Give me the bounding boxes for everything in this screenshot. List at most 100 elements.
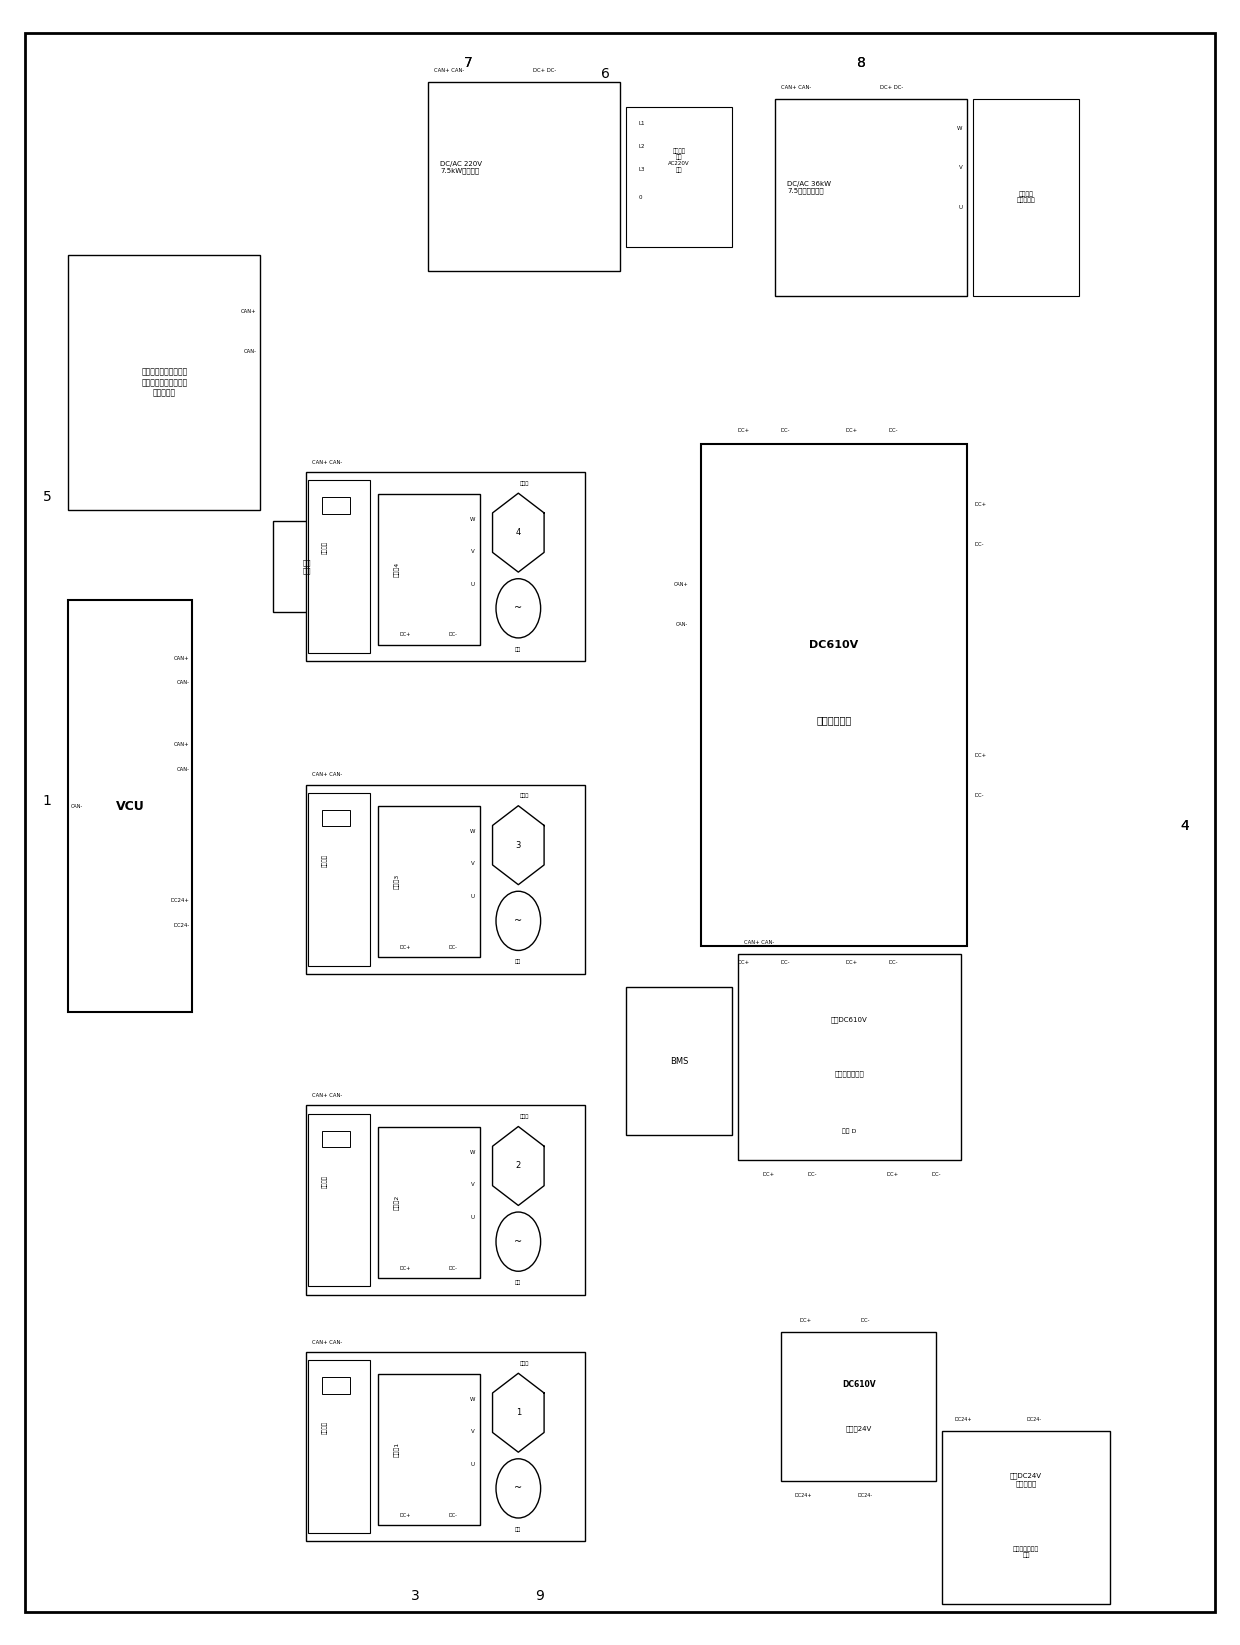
Text: W: W [470, 1150, 475, 1155]
Text: DC+: DC+ [399, 1512, 412, 1518]
Text: 驱动器2: 驱动器2 [394, 1194, 399, 1211]
Bar [701, 444, 967, 946]
Text: 0: 0 [639, 196, 642, 201]
Text: DC+ DC-: DC+ DC- [880, 84, 904, 90]
Bar [308, 480, 370, 653]
Text: 发电机: 发电机 [520, 1114, 529, 1119]
Text: ~: ~ [515, 916, 522, 926]
Text: 操控台（测试、诊断、
故障抑制，电气参数、
温度显示）: 操控台（测试、诊断、 故障抑制，电气参数、 温度显示） [141, 367, 187, 398]
Text: ~: ~ [515, 1237, 522, 1247]
Text: DC+: DC+ [975, 502, 987, 507]
Text: 3: 3 [516, 841, 521, 850]
Text: 预充电压: 预充电压 [322, 854, 327, 867]
Bar [781, 1332, 936, 1480]
Text: 预充电压: 预充电压 [322, 541, 327, 554]
Text: CAN+ CAN-: CAN+ CAN- [312, 459, 342, 466]
Text: DC+ DC-: DC+ DC- [533, 67, 557, 74]
Text: 电池DC610V: 电池DC610V [831, 1017, 868, 1023]
Text: 8: 8 [857, 56, 867, 69]
Bar [775, 99, 967, 296]
Text: CAN+ CAN-: CAN+ CAN- [312, 1092, 342, 1099]
Text: 8: 8 [857, 56, 867, 69]
Text: U: U [471, 1462, 475, 1467]
Text: DC-: DC- [780, 959, 790, 966]
Bar [306, 785, 585, 974]
Text: L1: L1 [639, 122, 645, 127]
Text: DC+: DC+ [846, 428, 858, 434]
Text: DC24+: DC24+ [955, 1416, 972, 1423]
Text: DC-: DC- [888, 428, 898, 434]
Bar [306, 472, 585, 661]
Text: DC24-: DC24- [858, 1492, 873, 1499]
Text: 充天DC24V
电池充电器: 充天DC24V 电池充电器 [1011, 1472, 1042, 1487]
Text: U: U [471, 895, 475, 900]
Text: CAN+ CAN-: CAN+ CAN- [312, 772, 342, 778]
Text: W: W [957, 125, 962, 132]
Text: CAN-: CAN- [71, 803, 83, 809]
Text: DC-: DC- [931, 1171, 941, 1178]
Text: 发电机: 发电机 [520, 1360, 529, 1365]
Text: DC610V: DC610V [842, 1380, 875, 1388]
Text: DC+: DC+ [399, 632, 412, 638]
Text: 预充电压: 预充电压 [322, 1421, 327, 1434]
Text: 5: 5 [42, 490, 52, 503]
Text: 车辆照明
通用
AC220V
有效: 车辆照明 通用 AC220V 有效 [668, 148, 689, 173]
Bar [322, 809, 350, 826]
Bar [428, 82, 620, 271]
Text: CAN-: CAN- [676, 622, 688, 627]
Text: 灯光、信号器、
风机: 灯光、信号器、 风机 [1013, 1546, 1039, 1558]
Text: 9: 9 [534, 1589, 544, 1602]
Text: DC+: DC+ [800, 1318, 812, 1324]
Text: DC+: DC+ [738, 959, 750, 966]
Text: DC-: DC- [807, 1171, 817, 1178]
Text: V: V [959, 164, 962, 171]
Text: 3: 3 [410, 1589, 420, 1602]
Text: U: U [471, 582, 475, 587]
Bar [378, 1374, 480, 1525]
Text: DC+: DC+ [399, 1265, 412, 1272]
Text: 4: 4 [516, 528, 521, 538]
Bar [626, 107, 732, 247]
Text: V: V [471, 1181, 475, 1186]
Text: DC+: DC+ [887, 1171, 899, 1178]
Text: DC24+: DC24+ [795, 1492, 812, 1499]
Bar [68, 255, 260, 510]
Text: CAN+: CAN+ [673, 582, 688, 587]
Text: CAN+ CAN-: CAN+ CAN- [744, 939, 774, 946]
Text: BMS: BMS [670, 1056, 688, 1066]
Text: CAN+: CAN+ [241, 309, 257, 314]
Text: DC24-: DC24- [174, 923, 190, 928]
Text: 驱动器4: 驱动器4 [394, 561, 399, 577]
Text: 4: 4 [1179, 819, 1189, 832]
Text: DC-: DC- [975, 541, 985, 548]
Text: DC/AC 220V
7.5kW变频电源: DC/AC 220V 7.5kW变频电源 [440, 161, 482, 174]
Text: W: W [470, 517, 475, 521]
Bar [306, 1105, 585, 1295]
Text: 充电机充电单元: 充电机充电单元 [835, 1069, 864, 1077]
Text: CAN+: CAN+ [174, 742, 190, 747]
Text: DC-: DC- [975, 793, 985, 798]
Text: 制动: 制动 [515, 959, 522, 964]
Text: L2: L2 [639, 143, 645, 148]
Text: ~: ~ [515, 604, 522, 614]
Text: DC/AC 36kW
7.5颗电机变频器: DC/AC 36kW 7.5颗电机变频器 [787, 181, 831, 194]
Text: U: U [959, 204, 962, 211]
Bar [378, 494, 480, 645]
Text: 驱动器3: 驱动器3 [394, 873, 399, 890]
Bar [308, 1360, 370, 1533]
Text: 电池组24V: 电池组24V [846, 1425, 872, 1433]
Text: CAN+ CAN-: CAN+ CAN- [312, 1339, 342, 1346]
Text: DC+: DC+ [975, 753, 987, 758]
Bar [308, 1114, 370, 1286]
Bar [273, 521, 341, 612]
Text: 发电机: 发电机 [520, 480, 529, 485]
Bar [306, 1352, 585, 1541]
Text: 充电 D: 充电 D [842, 1128, 857, 1133]
Text: CAN+ CAN-: CAN+ CAN- [434, 67, 464, 74]
Text: DC-: DC- [448, 1265, 458, 1272]
Text: DC-: DC- [448, 1512, 458, 1518]
Text: DC24+: DC24+ [171, 898, 190, 903]
Text: DC-: DC- [861, 1318, 870, 1324]
Text: V: V [471, 548, 475, 553]
Text: DC+: DC+ [738, 428, 750, 434]
